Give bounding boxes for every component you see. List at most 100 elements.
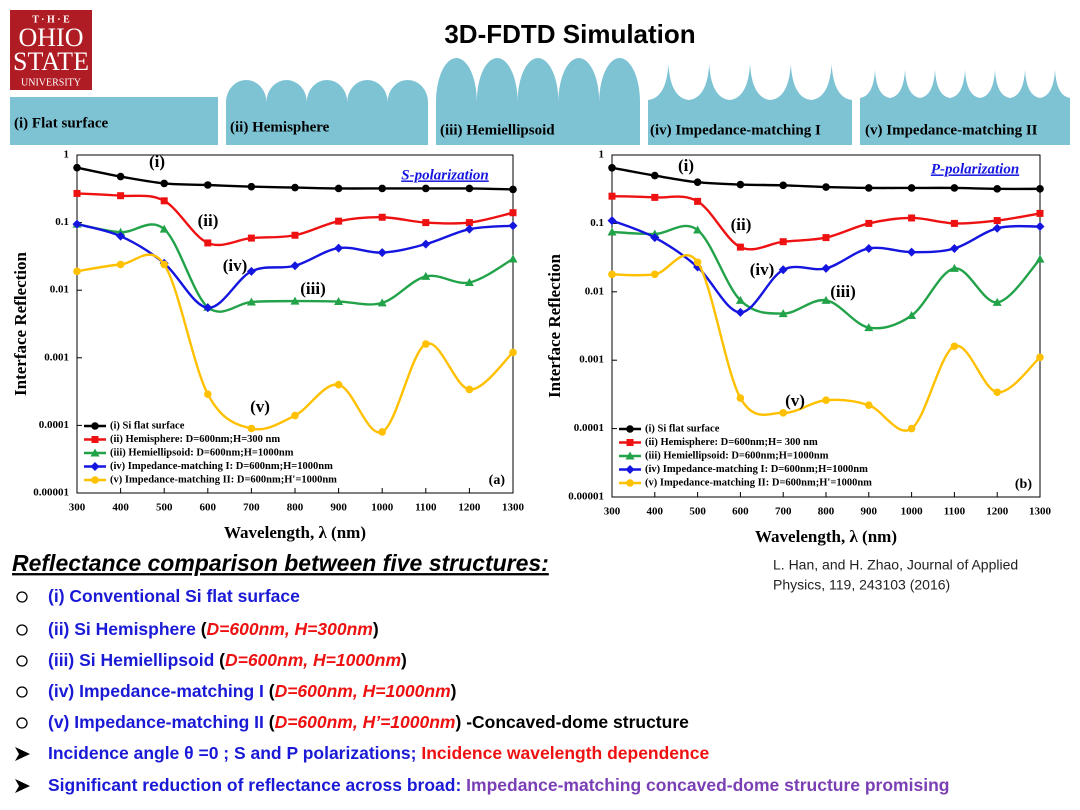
marker [694, 197, 702, 205]
annotation: (i) [149, 152, 165, 171]
marker [950, 342, 959, 351]
marker [422, 340, 430, 348]
bullet-segment: Incidence angle θ =0 ; S and P polarizat… [48, 743, 421, 763]
annotation: (i) [678, 156, 694, 175]
marker [160, 197, 168, 205]
marker [993, 217, 1001, 225]
structure-banner: (i) Flat surface (ii) Hemisphere (iii) Hem… [10, 57, 1070, 145]
marker [908, 214, 916, 222]
x-tick-label: 600 [200, 502, 217, 514]
y-axis-title: Interface Reflection [545, 253, 564, 398]
marker [246, 266, 256, 276]
x-tick-label: 400 [647, 506, 664, 518]
marker [509, 348, 517, 357]
x-tick-label: 1300 [1029, 506, 1052, 518]
marker [378, 184, 387, 193]
marker [907, 424, 916, 433]
x-tick-label: 300 [69, 502, 86, 514]
y-tick-label: 0.01 [50, 284, 69, 296]
bullet-segment: ( [269, 681, 275, 701]
x-axis-title: Wavelength, λ (nm) [224, 523, 366, 542]
marker [608, 270, 616, 279]
bullet-segment: (iii) Si Hemiellipsoid [48, 650, 219, 670]
legend-label: (iii) Hemiellipsoid: D=600nm;H=1000nm [110, 447, 294, 458]
citation: Physics, 119, 243103 (2016) [773, 577, 950, 593]
marker [625, 465, 635, 474]
marker [608, 192, 616, 200]
marker [291, 411, 299, 420]
marker [291, 231, 299, 239]
marker [736, 394, 745, 402]
x-tick-label: 600 [732, 506, 749, 518]
x-tick-label: 400 [112, 502, 129, 514]
x-tick-label: 500 [156, 502, 173, 514]
marker [509, 209, 517, 217]
marker [821, 295, 831, 304]
x-tick-label: 1000 [371, 502, 394, 514]
logo-text: T · H · E [32, 14, 70, 25]
marker [203, 303, 213, 313]
marker [421, 271, 431, 280]
marker [116, 231, 126, 241]
x-tick-label: 800 [818, 506, 835, 518]
bullet-text: (iv) Impedance-matching I (D=600nm, H=10… [48, 681, 456, 701]
marker [651, 193, 659, 201]
marker [950, 219, 958, 227]
marker [90, 448, 100, 457]
bullet-segment: ( [219, 650, 225, 670]
polarization-label: P-polarization [931, 161, 1019, 177]
marker [509, 185, 517, 194]
marker [736, 243, 744, 251]
marker [736, 180, 745, 189]
bullet-segment: ( [269, 712, 275, 732]
legend-label: (i) Si flat surface [110, 420, 185, 431]
marker [422, 219, 430, 227]
marker [160, 179, 168, 188]
x-tick-label: 1100 [415, 502, 437, 514]
marker [91, 476, 99, 484]
y-tick-label: 0.01 [585, 285, 604, 297]
slide-title: 3D-FDTD Simulation [444, 19, 695, 49]
marker [160, 260, 168, 269]
annotation: (ii) [198, 211, 219, 230]
bullet-circle [16, 591, 28, 603]
marker [864, 323, 874, 332]
marker [626, 425, 634, 433]
marker [91, 422, 99, 430]
marker [465, 184, 474, 193]
bullet-segment: D=600nm, H’=1000nm [275, 712, 456, 732]
marker [247, 234, 255, 242]
bullet-segment: ) [373, 619, 379, 639]
structure-label: (ii) Hemisphere [230, 119, 330, 135]
bullet-segment: D=600nm, H=300nm [207, 619, 373, 639]
marker [626, 439, 634, 446]
marker [865, 401, 873, 409]
impedance-i-structure [648, 64, 852, 145]
bullet-segment: ) [401, 650, 407, 670]
marker [204, 239, 212, 247]
x-tick-label: 300 [604, 506, 621, 518]
marker [334, 297, 344, 306]
bullet-segment: (ii) Si Hemisphere [48, 619, 201, 639]
y-tick-label: 0.0001 [39, 419, 69, 431]
bullet-segment: D=600nm, H=1000nm [275, 681, 451, 701]
marker [607, 227, 617, 236]
bullet-text: (ii) Si Hemisphere (D=600nm, H=300nm) [48, 619, 379, 639]
heading: Reflectance comparison between five stru… [12, 550, 549, 576]
y-tick-label: 0.001 [44, 351, 69, 363]
x-tick-label: 1300 [502, 502, 525, 514]
logo-box [10, 10, 92, 90]
marker [421, 239, 431, 249]
marker [651, 171, 659, 180]
marker [822, 183, 830, 191]
bullet-circle [16, 655, 28, 667]
y-tick-label: 0.001 [579, 354, 604, 366]
marker [608, 163, 616, 172]
marker [290, 296, 300, 305]
y-tick-label: 1 [64, 149, 70, 161]
y-axis-title: Interface Reflection [11, 251, 30, 396]
marker [822, 234, 830, 242]
polarization-label: S-polarization [401, 167, 489, 183]
